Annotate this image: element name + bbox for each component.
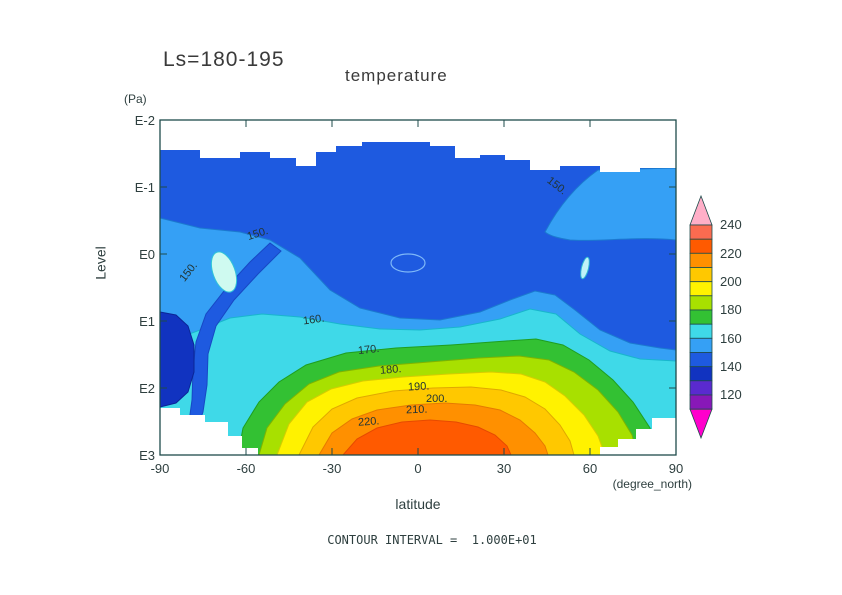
colorbar-seg-220-230 xyxy=(689,238,713,254)
closed-contour-sliver-right xyxy=(580,256,590,280)
band-220-230 xyxy=(342,419,512,455)
page-title: Ls=180-195 xyxy=(163,48,285,71)
contour-label-190: 190. xyxy=(407,380,430,394)
contour-label-180: 180. xyxy=(379,363,402,377)
x-tick-30: 30 xyxy=(496,461,512,476)
colorbar xyxy=(689,194,713,440)
x-tick-90: 90 xyxy=(668,461,684,476)
colorbar-label-140: 140 xyxy=(720,359,742,374)
colorbar-seg-140-150 xyxy=(689,352,713,368)
colorbar-seg-210-220 xyxy=(689,252,713,268)
y-ticks xyxy=(160,119,676,456)
colorbar-label-180: 180 xyxy=(720,302,742,317)
y-tick-E3: E3 xyxy=(139,448,155,463)
band-150-160-upper-right-pocket xyxy=(544,167,676,241)
colorbar-seg-160-170 xyxy=(689,323,713,339)
colorbar-cap-top xyxy=(689,194,713,226)
x-tick--30: -30 xyxy=(322,461,342,476)
y-tick-E2: E2 xyxy=(139,381,155,396)
x-axis-label: latitude xyxy=(395,496,441,512)
colorbar-label-200: 200 xyxy=(720,274,742,289)
x-tick-60: 60 xyxy=(582,461,598,476)
colorbar-seg-230-240 xyxy=(689,224,713,240)
x-ticks xyxy=(159,120,677,455)
colorbar-seg-190-200 xyxy=(689,281,713,297)
y-tick-E-2: E-2 xyxy=(134,113,155,128)
mask-bottom-left xyxy=(160,408,258,455)
mask-top xyxy=(160,120,676,172)
colorbar-seg-130-140 xyxy=(689,366,713,382)
variable-title: temperature xyxy=(345,66,448,85)
colorbar-seg-200-210 xyxy=(689,267,713,283)
y-tick-E-1: E-1 xyxy=(134,180,155,195)
contour-label-210: 210. xyxy=(405,403,428,417)
x-tick-0: 0 xyxy=(414,461,422,476)
colorbar-seg-120-130 xyxy=(689,380,713,396)
colorbar-label-160: 160 xyxy=(720,331,742,346)
colorbar-label-120: 120 xyxy=(720,387,742,402)
x-axis-unit: (degree_north) xyxy=(612,477,692,491)
contour-interval-note: CONTOUR INTERVAL = 1.000E+01 xyxy=(327,533,537,547)
closed-contour-140-center xyxy=(390,253,426,273)
axes-frame xyxy=(159,119,677,456)
colorbar-seg-170-180 xyxy=(689,309,713,325)
colorbar-seg-110-120 xyxy=(689,394,713,410)
contour-label-200: 200. xyxy=(426,393,448,405)
contour-label-170: 170. xyxy=(357,342,380,358)
contour-label-220: 220. xyxy=(357,415,380,429)
band-130-140-cold-patch xyxy=(160,311,195,408)
colorbar-cap-bottom xyxy=(689,408,713,440)
y-axis-unit: (Pa) xyxy=(124,92,147,106)
mask-bottom-right xyxy=(600,418,676,455)
x-tick--90: -90 xyxy=(150,461,170,476)
closed-contour-pocket-left xyxy=(210,251,238,293)
x-tick--60: -60 xyxy=(236,461,256,476)
y-tick-E1: E1 xyxy=(139,314,155,329)
colorbar-seg-180-190 xyxy=(689,295,713,311)
y-tick-E0: E0 xyxy=(139,247,155,262)
colorbar-seg-150-160 xyxy=(689,337,713,353)
colorbar-label-220: 220 xyxy=(720,246,742,261)
colorbar-label-240: 240 xyxy=(720,217,742,232)
